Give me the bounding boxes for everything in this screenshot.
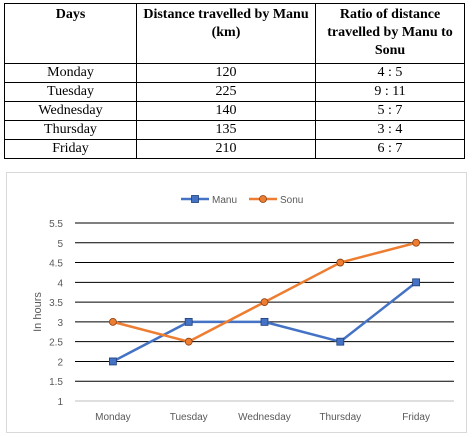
header-days: Days: [4, 3, 137, 64]
y-tick-label: 1: [57, 397, 63, 408]
data-point-manu: [184, 317, 193, 326]
series-line-sonu: [112, 241, 417, 343]
legend-label-manu: Manu: [212, 195, 237, 206]
cell-ratio: 6 : 7: [315, 139, 465, 159]
header-distance: Distance travelled by Manu (km): [136, 3, 316, 64]
y-tick-label: 3.5: [49, 298, 63, 309]
data-point-sonu: [336, 258, 345, 267]
x-tick-label: Wednesday: [238, 412, 291, 423]
y-tick-label: 3: [57, 318, 63, 329]
y-tick-label: 2: [57, 357, 63, 368]
y-tick-label: 4: [57, 278, 63, 289]
data-point-manu: [336, 337, 345, 346]
y-tick-label: 5.5: [49, 219, 63, 230]
cell-day: Thursday: [4, 120, 137, 140]
x-tick-label: Monday: [95, 412, 131, 423]
cell-distance: 210: [136, 139, 316, 159]
y-tick-label: 2.5: [49, 338, 63, 349]
cell-ratio: 9 : 11: [315, 82, 465, 102]
y-tick-label: 4.5: [49, 259, 63, 270]
data-point-manu: [109, 357, 117, 366]
legend-label-sonu: Sonu: [280, 195, 303, 206]
x-tick-label: Thursday: [319, 412, 361, 423]
y-tick-label: 5: [57, 239, 63, 250]
table-row: Monday 120 4 : 5: [4, 63, 465, 83]
data-point-sonu: [109, 317, 117, 326]
cell-distance: 225: [136, 82, 316, 102]
y-tick-label: 1.5: [49, 377, 63, 388]
data-point-sonu: [184, 337, 193, 346]
distance-table: Days Distance travelled by Manu (km) Rat…: [4, 3, 465, 159]
legend-marker-sonu: [259, 195, 267, 203]
cell-day: Wednesday: [4, 101, 137, 121]
cell-ratio: 3 : 4: [315, 120, 465, 140]
header-ratio: Ratio of distance travelled by Manu to S…: [315, 3, 465, 64]
cell-distance: 140: [136, 101, 316, 121]
table-row: Wednesday 140 5 : 7: [4, 101, 465, 121]
line-chart: 1 1.5 2 2.5 3 3.5 4 4.5 5 5.5 Monday Tuesday Wednesd…: [6, 172, 467, 433]
legend-marker-manu: [191, 195, 199, 203]
cell-distance: 135: [136, 120, 316, 140]
table-row: Friday 210 6 : 7: [4, 139, 465, 159]
cell-ratio: 4 : 5: [315, 63, 465, 83]
data-point-sonu: [412, 238, 421, 247]
data-point-sonu: [260, 298, 269, 307]
table-header-row: Days Distance travelled by Manu (km) Rat…: [4, 3, 465, 64]
y-axis-label: In hours: [32, 292, 44, 332]
cell-ratio: 5 : 7: [315, 101, 465, 121]
x-tick-label: Tuesday: [170, 412, 208, 423]
table-row: Tuesday 225 9 : 11: [4, 82, 465, 102]
cell-day: Tuesday: [4, 82, 137, 102]
line-chart-svg: 1 1.5 2 2.5 3 3.5 4 4.5 5 5.5 Monday Tuesday Wednesd…: [32, 195, 454, 423]
cell-day: Friday: [4, 139, 137, 159]
table-row: Thursday 135 3 : 4: [4, 120, 465, 140]
cell-distance: 120: [136, 63, 316, 83]
data-point-manu: [412, 278, 421, 287]
x-tick-label: Friday: [402, 412, 430, 423]
cell-day: Monday: [4, 63, 137, 83]
data-point-manu: [260, 317, 269, 326]
